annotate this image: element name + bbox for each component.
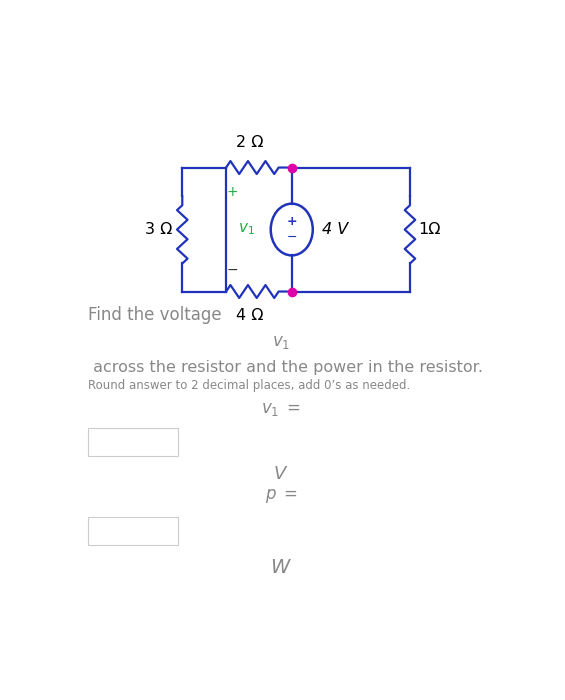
Text: 2 Ω: 2 Ω (236, 135, 264, 150)
Text: 4 Ω: 4 Ω (236, 308, 264, 323)
Text: +: + (286, 215, 297, 228)
Text: $v_1\;=$: $v_1\;=$ (261, 400, 301, 418)
Bar (88, 428, 178, 456)
Text: $V$: $V$ (273, 465, 289, 483)
Text: −: − (286, 231, 297, 244)
Text: $W$: $W$ (270, 558, 292, 577)
Text: Find the voltage: Find the voltage (88, 306, 222, 324)
Text: across the resistor and the power in the resistor.: across the resistor and the power in the… (88, 360, 483, 375)
Text: 1Ω: 1Ω (418, 222, 440, 237)
Text: Round answer to 2 decimal places, add 0’s as needed.: Round answer to 2 decimal places, add 0’… (88, 379, 410, 392)
Text: −: − (227, 263, 238, 277)
Bar (88, 517, 178, 545)
Text: $v_1$: $v_1$ (272, 332, 290, 351)
Text: 3 Ω: 3 Ω (145, 222, 173, 237)
Text: 4 V: 4 V (323, 222, 349, 237)
Text: $v_1$: $v_1$ (238, 222, 255, 237)
Text: $p\;=$: $p\;=$ (264, 487, 297, 505)
Text: +: + (227, 185, 238, 199)
